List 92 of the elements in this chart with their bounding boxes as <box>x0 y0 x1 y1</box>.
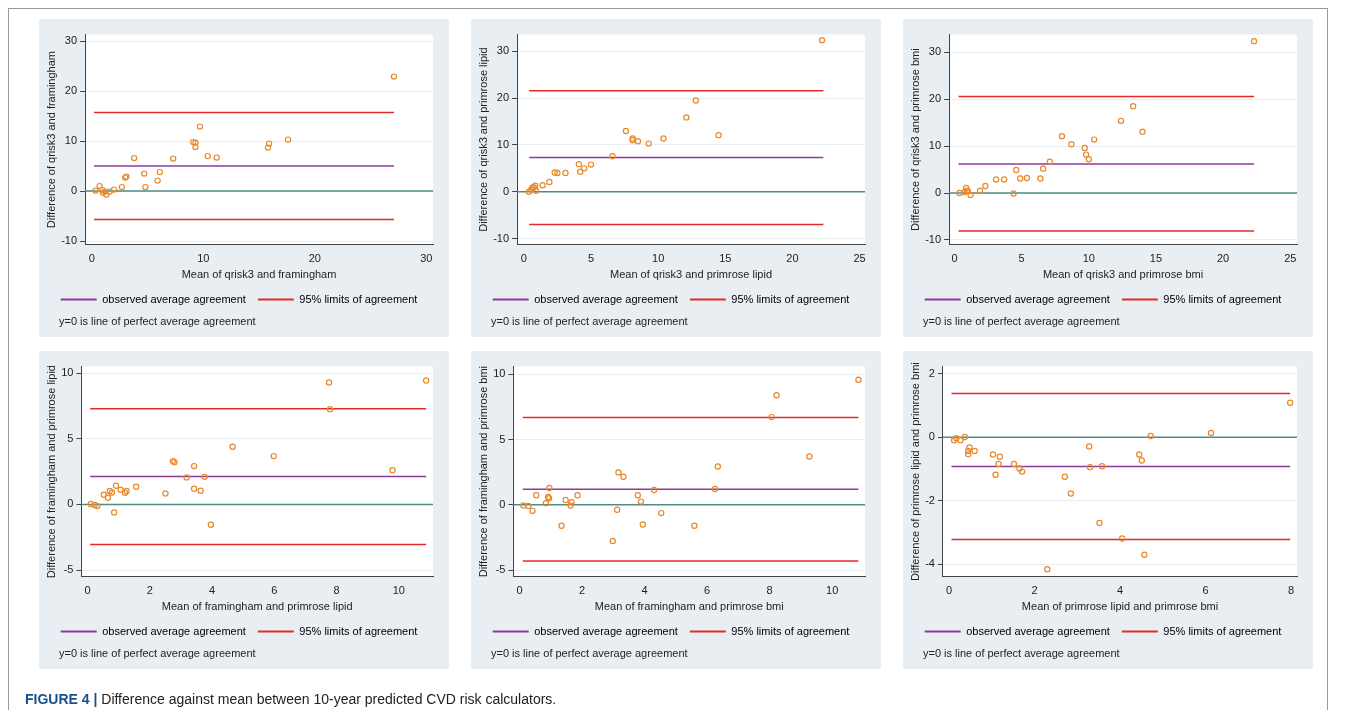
x-tick-label: 0 <box>951 252 958 265</box>
y-tick-label: 30 <box>496 44 510 57</box>
legend-label: 95% limits of agreement <box>1163 624 1282 637</box>
x-tick-label: 2 <box>579 584 586 597</box>
legend-label: 95% limits of agreement <box>1163 292 1282 305</box>
x-tick-label: 10 <box>392 584 405 597</box>
text: y=0 is line of perfect average agreement <box>59 315 257 327</box>
x-tick-label: 10 <box>197 252 210 265</box>
y-tick-label: 2 <box>928 366 935 379</box>
legend-label: observed average agreement <box>534 624 678 637</box>
legend-label: 95% limits of agreement <box>299 624 418 637</box>
x-tick-label: 8 <box>333 584 340 597</box>
x-tick-label: 6 <box>271 584 278 597</box>
x-tick-label: 5 <box>587 252 595 265</box>
x-tick-label: 0 <box>84 584 91 597</box>
x-tick-label: 0 <box>516 584 523 597</box>
y-axis-title: Difference of qrisk3 and primrose bmi <box>908 48 921 231</box>
y-tick-label: 20 <box>496 91 510 104</box>
legend-label: 95% limits of agreement <box>731 292 850 305</box>
y-tick-label: -2 <box>925 493 935 506</box>
y-tick-label: 10 <box>61 366 74 379</box>
y-tick-label: 5 <box>67 431 74 444</box>
x-tick-label: 2 <box>146 584 153 597</box>
y-tick-label: -10 <box>925 232 942 245</box>
y-tick-label: -10 <box>61 234 78 247</box>
x-tick-label: 0 <box>945 584 953 597</box>
y-tick-label: 20 <box>928 92 942 105</box>
y-tick-label: 10 <box>928 139 942 152</box>
text: y=0 is line of perfect average agreement <box>59 647 257 659</box>
legend-label: observed average agreement <box>534 292 678 305</box>
x-tick-label: 6 <box>1202 584 1209 597</box>
y-tick-label: 10 <box>496 138 510 151</box>
y-tick-label: -5 <box>495 563 506 576</box>
x-tick-label: 0 <box>520 252 527 265</box>
text: y=0 is line of perfect average agreement <box>491 647 689 659</box>
y-axis-title: Difference of qrisk3 and primrose lipid <box>476 47 489 232</box>
y-tick-label: 0 <box>499 497 506 510</box>
y-axis-title: Difference of primrose lipid and primrose bmi <box>908 362 921 581</box>
legend-label: 95% limits of agreement <box>731 624 850 637</box>
text: y=0 is line of perfect average agreement <box>491 315 689 327</box>
x-tick-label: 8 <box>1287 584 1295 597</box>
x-axis-title: Mean of framingham and primrose lipid <box>161 600 353 613</box>
x-tick-label: 15 <box>719 252 732 265</box>
x-axis-title: Mean of qrisk3 and primrose bmi <box>1042 268 1204 281</box>
y-tick-label: 0 <box>70 184 78 197</box>
x-axis-title: Mean of primrose lipid and primrose bmi <box>1021 600 1219 613</box>
x-tick-label: 8 <box>766 584 773 597</box>
y-tick-label: -10 <box>493 231 510 244</box>
x-tick-label: 10 <box>652 252 665 265</box>
x-tick-label: 2 <box>1031 584 1038 597</box>
x-tick-label: 25 <box>1284 252 1297 265</box>
x-tick-label: 4 <box>1116 584 1124 597</box>
x-tick-label: 6 <box>704 584 711 597</box>
x-tick-label: 20 <box>308 252 321 265</box>
legend-label: observed average agreement <box>966 624 1110 637</box>
x-tick-label: 20 <box>786 252 799 265</box>
y-tick-label: 0 <box>67 497 74 510</box>
x-tick-label: 10 <box>1082 252 1095 265</box>
y-tick-label: -4 <box>925 557 935 570</box>
x-tick-label: 15 <box>1149 252 1163 265</box>
y-axis-title: Difference of framingham and primrose bmi <box>476 365 489 578</box>
y-tick-label: 0 <box>502 184 510 197</box>
x-tick-label: 4 <box>209 584 216 597</box>
x-tick-label: 20 <box>1217 252 1230 265</box>
legend-label: observed average agreement <box>102 624 246 637</box>
y-axis-title: Difference of framingham and primrose lipid <box>44 365 57 579</box>
x-tick-label: 10 <box>826 584 839 597</box>
legend-label: observed average agreement <box>102 292 246 305</box>
y-tick-label: -5 <box>63 563 74 576</box>
x-axis-title: Mean of qrisk3 and framingham <box>181 268 337 281</box>
legend-label: 95% limits of agreement <box>299 292 418 305</box>
text: Difference against mean between 10-year predicted CVD risk calculators. <box>101 691 557 707</box>
y-tick-label: 30 <box>928 45 942 58</box>
x-tick-label: 25 <box>853 252 866 265</box>
y-axis-title: Difference of qrisk3 and framingham <box>44 51 57 229</box>
y-tick-label: 20 <box>64 84 78 97</box>
x-tick-label: 5 <box>1018 252 1025 265</box>
y-tick-label: 0 <box>934 186 942 199</box>
legend-label: observed average agreement <box>966 292 1110 305</box>
y-tick-label: 10 <box>64 134 78 147</box>
y-tick-label: 5 <box>499 432 506 445</box>
text: y=0 is line of perfect average agreement <box>923 647 1121 659</box>
x-axis-title: Mean of qrisk3 and primrose lipid <box>610 268 773 281</box>
x-tick-label: 4 <box>641 584 648 597</box>
text: y=0 is line of perfect average agreement <box>923 315 1121 327</box>
x-tick-label: 30 <box>420 252 433 265</box>
y-tick-label: 0 <box>928 430 935 443</box>
text: FIGURE 4 | <box>25 691 98 707</box>
x-tick-label: 0 <box>88 252 95 265</box>
y-tick-label: 10 <box>493 367 506 380</box>
y-tick-label: 30 <box>64 34 78 47</box>
x-axis-title: Mean of framingham and primrose bmi <box>594 600 784 613</box>
